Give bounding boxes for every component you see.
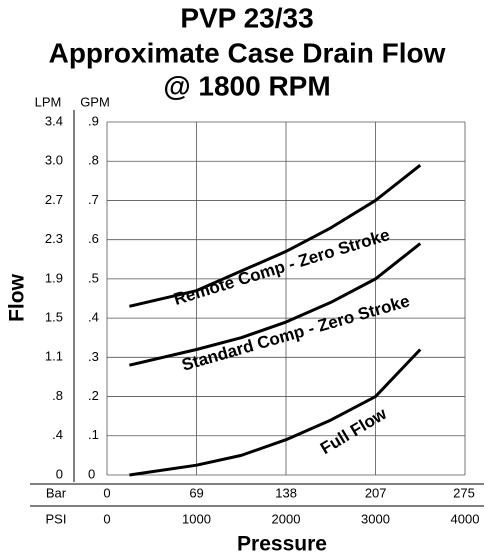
series-line [129, 348, 422, 477]
y2-unit: LPM [35, 94, 62, 109]
y-tick-label: .4 [88, 310, 99, 325]
y2-tick-label: 3.4 [45, 113, 63, 128]
series-label: Remote Comp - Zero Stroke [171, 225, 392, 309]
series-line [129, 242, 422, 367]
y2-tick-label: 0 [56, 466, 63, 481]
y2-tick-label: .4 [52, 427, 63, 442]
chart-title: Approximate Case Drain Flow [49, 37, 446, 68]
y-tick-label: .5 [88, 270, 99, 285]
x2-tick-label: 207 [365, 485, 387, 500]
x2-tick-label: 0 [103, 485, 110, 500]
y-tick-label: .7 [88, 192, 99, 207]
x-tick-label: 0 [103, 511, 110, 526]
chart-title: @ 1800 RPM [163, 70, 330, 101]
x-tick-label: 4000 [451, 511, 480, 526]
y2-tick-label: .8 [52, 388, 63, 403]
x-tick-label: 3000 [361, 511, 390, 526]
y-axis-label: Flow [6, 273, 29, 321]
y-tick-label: .3 [88, 349, 99, 364]
x2-tick-label: 138 [275, 485, 297, 500]
series-label: Standard Comp - Zero Stroke [180, 291, 412, 374]
y-tick-label: .9 [88, 113, 99, 128]
x2-tick-label: 69 [189, 485, 203, 500]
y2-tick-label: 2.3 [45, 231, 63, 246]
chart-title: PVP 23/33 [180, 2, 313, 33]
y-unit: GPM [80, 94, 110, 109]
y-tick-label: 0 [88, 466, 95, 481]
x-axis-label: Pressure [237, 533, 327, 556]
x2-unit: Bar [46, 485, 67, 500]
y2-tick-label: 1.1 [45, 349, 63, 364]
y2-tick-label: 1.9 [45, 270, 63, 285]
x-tick-label: 1000 [182, 511, 211, 526]
y2-tick-label: 1.5 [45, 310, 63, 325]
x2-tick-label: 275 [453, 485, 475, 500]
y2-tick-label: 3.0 [45, 153, 63, 168]
y-tick-label: .6 [88, 231, 99, 246]
y-tick-label: .2 [88, 388, 99, 403]
y-tick-label: .1 [88, 427, 99, 442]
y-tick-label: .8 [88, 153, 99, 168]
series-label: Full Flow [317, 404, 391, 459]
x-unit: PSI [46, 511, 67, 526]
series-line [129, 163, 422, 308]
x-tick-label: 2000 [272, 511, 301, 526]
y2-tick-label: 2.7 [45, 192, 63, 207]
